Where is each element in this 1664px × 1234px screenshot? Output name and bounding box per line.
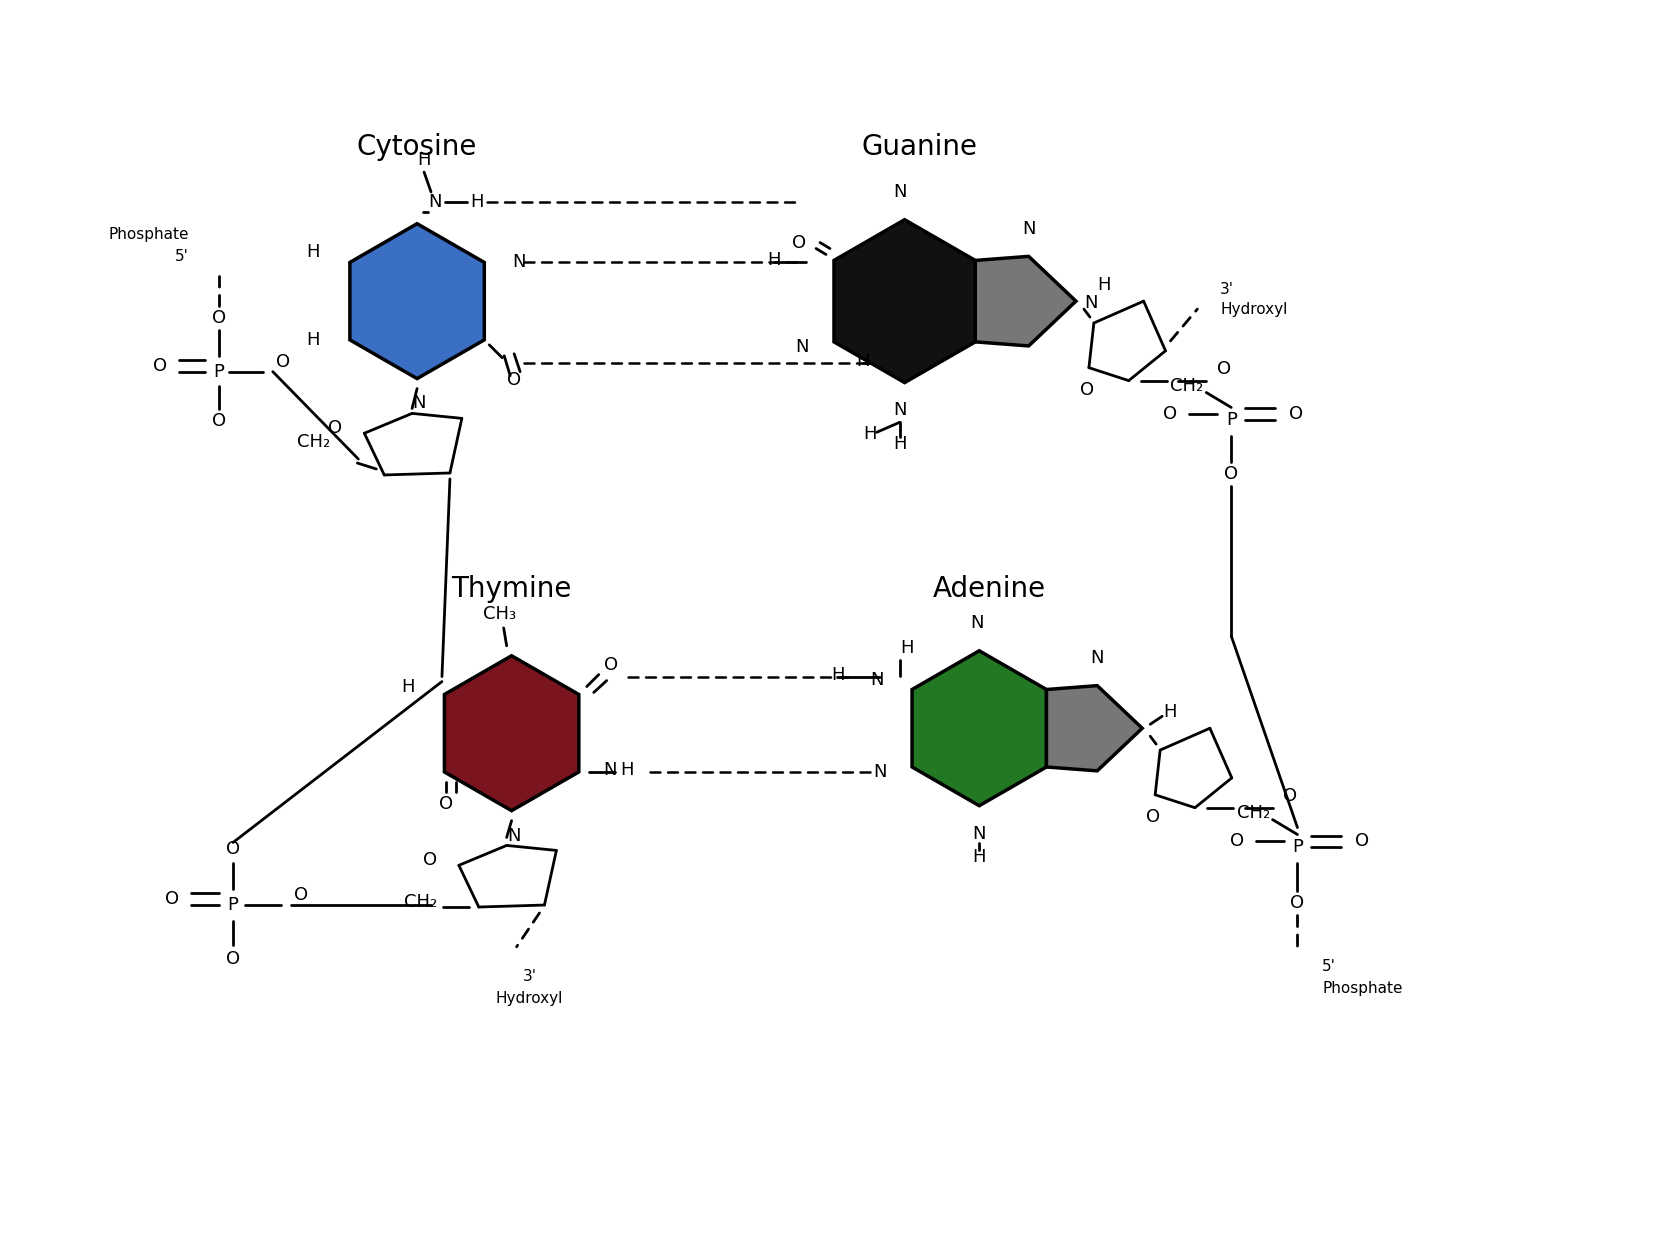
Text: Hydroxyl: Hydroxyl [1220,301,1288,317]
Text: H: H [306,243,319,262]
Text: CH₂: CH₂ [1170,376,1203,395]
Polygon shape [834,220,975,383]
Text: CH₂: CH₂ [298,433,331,452]
Text: O: O [439,795,454,813]
Text: O: O [1163,406,1178,423]
Text: P: P [1226,411,1236,429]
Polygon shape [912,650,1047,806]
Text: CH₂: CH₂ [404,893,438,911]
Text: N: N [795,338,809,355]
Polygon shape [349,223,484,379]
Text: O: O [1283,787,1298,805]
Text: O: O [1146,807,1160,826]
Text: 3': 3' [522,969,536,983]
Text: O: O [328,420,343,437]
Text: O: O [153,357,168,375]
Text: 5': 5' [175,249,190,264]
Text: O: O [1290,406,1303,423]
Text: N: N [870,670,884,689]
Text: CH₃: CH₃ [483,605,516,623]
Text: H: H [972,848,987,866]
Text: P: P [1291,838,1303,856]
Text: O: O [1216,359,1231,378]
Text: H: H [864,426,877,443]
Text: N: N [874,763,887,781]
Text: N: N [1083,294,1098,312]
Text: O: O [1225,465,1238,482]
Text: Hydroxyl: Hydroxyl [496,991,562,1006]
Text: O: O [604,655,617,674]
Text: O: O [1080,380,1093,399]
Text: O: O [211,308,226,327]
Polygon shape [1047,686,1142,771]
Text: O: O [226,950,240,967]
Text: O: O [792,233,805,252]
Text: N: N [413,395,426,412]
Text: Thymine: Thymine [451,575,572,603]
Text: O: O [293,886,308,905]
Text: H: H [767,252,780,269]
Text: N: N [972,824,987,843]
Text: CH₂: CH₂ [1236,803,1270,822]
Text: O: O [165,890,180,908]
Text: P: P [228,896,238,914]
Text: H: H [857,352,870,370]
Text: N: N [508,827,521,844]
Text: H: H [401,677,414,696]
Text: N: N [970,615,983,632]
Text: 5': 5' [1323,959,1336,974]
Text: N: N [894,183,907,201]
Text: H: H [830,665,844,684]
Text: H: H [1163,703,1176,722]
Text: H: H [418,151,431,169]
Text: O: O [1230,833,1243,850]
Text: P: P [213,363,225,380]
Text: Adenine: Adenine [932,575,1045,603]
Text: H: H [1097,276,1110,294]
Text: N: N [604,761,617,779]
Text: O: O [508,370,521,389]
Text: 3': 3' [1220,281,1235,296]
Text: O: O [423,851,438,869]
Text: N: N [513,253,526,271]
Text: O: O [1354,833,1369,850]
Text: Phosphate: Phosphate [108,227,190,242]
Text: N: N [1090,649,1103,666]
Text: H: H [900,639,914,656]
Polygon shape [975,257,1077,346]
Text: H: H [894,436,907,453]
Text: O: O [226,840,240,859]
Text: O: O [1290,895,1305,912]
Text: N: N [428,193,441,211]
Text: O: O [211,412,226,431]
Text: H: H [306,331,319,349]
Text: Phosphate: Phosphate [1323,981,1403,996]
Polygon shape [444,655,579,811]
Text: Cytosine: Cytosine [356,133,478,162]
Text: O: O [276,353,290,370]
Text: Guanine: Guanine [862,133,977,162]
Text: N: N [894,401,907,420]
Text: H: H [469,193,484,211]
Text: H: H [619,761,634,779]
Text: N: N [1022,220,1035,237]
